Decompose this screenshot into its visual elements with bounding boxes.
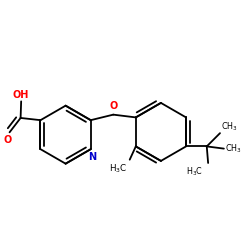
Text: OH: OH xyxy=(13,90,29,100)
Text: N: N xyxy=(88,152,96,162)
Text: CH$_3$: CH$_3$ xyxy=(225,142,242,155)
Text: H$_3$C: H$_3$C xyxy=(186,165,203,178)
Text: H$_3$C: H$_3$C xyxy=(108,162,127,175)
Text: CH$_3$: CH$_3$ xyxy=(221,120,238,132)
Text: O: O xyxy=(3,134,12,144)
Text: O: O xyxy=(110,101,118,111)
